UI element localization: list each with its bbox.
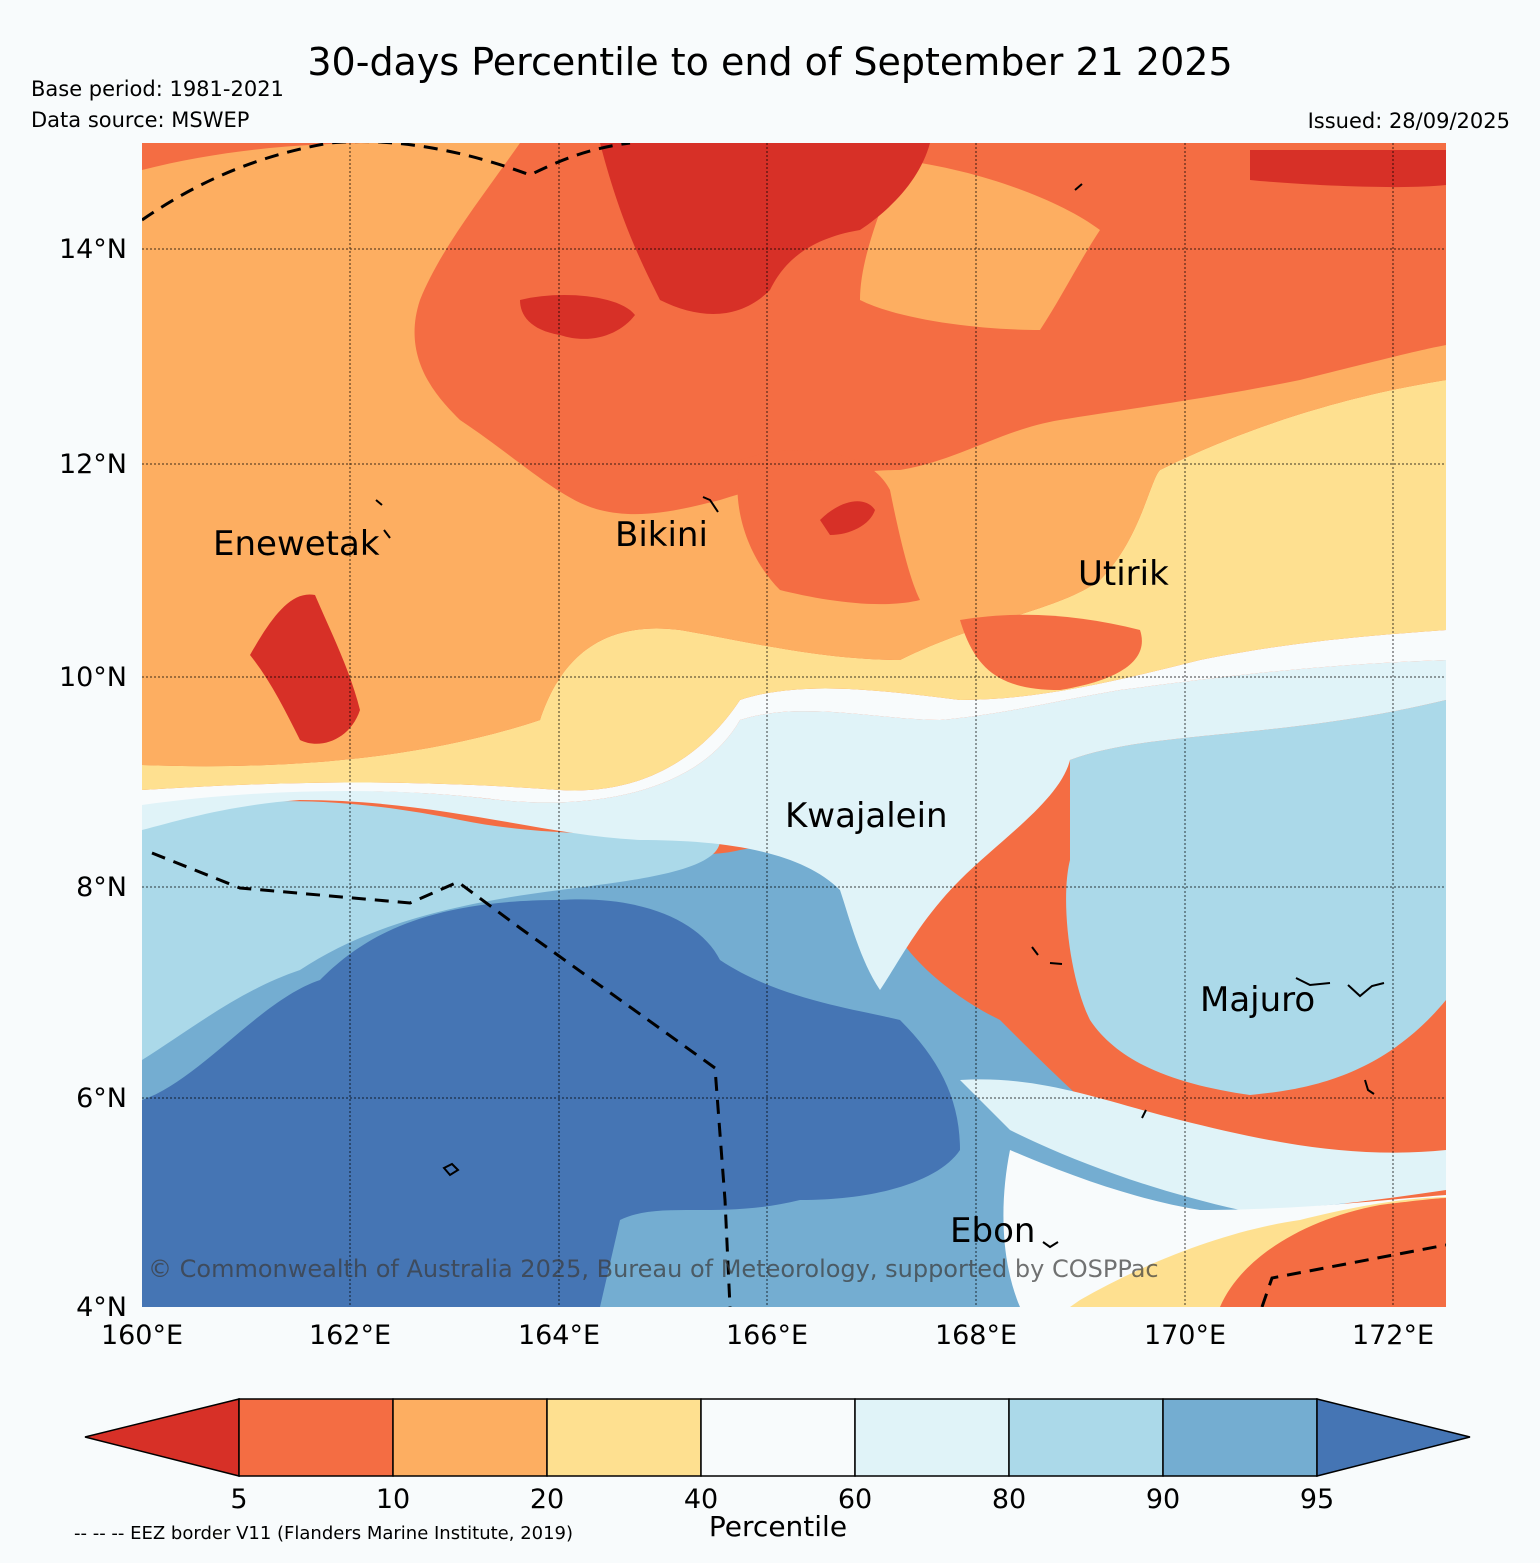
colorbar-segment xyxy=(700,1398,856,1477)
islands xyxy=(375,183,1385,1249)
band-below-5-ne xyxy=(1250,150,1446,188)
copyright-watermark: © Commonwealth of Australia 2025, Bureau… xyxy=(148,1255,1159,1283)
place-label-utirik: Utirik xyxy=(1078,554,1169,594)
colorbar-segment xyxy=(1162,1398,1318,1477)
eez-borders xyxy=(142,143,1446,1307)
lon-label: 166°E xyxy=(726,1320,808,1351)
place-label-bikini: Bikini xyxy=(615,515,708,555)
base-period: Base period: 1981-2021 xyxy=(31,77,284,101)
lat-label: 14°N xyxy=(59,234,127,265)
band-10-20 xyxy=(142,143,1446,767)
band-20-40 xyxy=(142,380,1446,791)
lon-label: 164°E xyxy=(518,1320,600,1351)
latitude-labels: 14°N 12°N 10°N 8°N 6°N 4°N xyxy=(59,234,127,1323)
place-label-ebon: Ebon xyxy=(950,1211,1035,1251)
colorbar-segment xyxy=(1008,1398,1164,1477)
band-40-60 xyxy=(142,630,1446,805)
band-80-90-west xyxy=(142,801,720,1060)
band-80-90 xyxy=(1066,700,1446,1095)
data-source: Data source: MSWEP xyxy=(31,108,250,132)
map-title: 30-days Percentile to end of September 2… xyxy=(307,40,1233,84)
longitude-labels: 160°E 162°E 164°E 166°E 168°E 170°E 172°… xyxy=(101,1320,1434,1351)
lat-label: 10°N xyxy=(59,662,127,693)
lon-label: 172°E xyxy=(1352,1320,1434,1351)
colorbar-extend-high xyxy=(1316,1398,1471,1477)
place-label-enewetak: Enewetak xyxy=(213,524,380,564)
place-labels: Enewetak Bikini Utirik Kwajalein Majuro … xyxy=(213,515,1315,1251)
band-below-5-mid xyxy=(820,501,875,535)
band-95-plus xyxy=(142,899,960,1307)
place-label-kwajalein: Kwajalein xyxy=(785,796,948,836)
eez-legend-note: -- -- -- EEZ border V11 (Flanders Marine… xyxy=(74,1523,574,1544)
lon-label: 168°E xyxy=(935,1320,1017,1351)
graticule xyxy=(142,143,1446,1307)
place-label-majuro: Majuro xyxy=(1200,980,1315,1020)
colorbar-extend-low xyxy=(84,1398,240,1477)
colorbar-segment xyxy=(392,1398,548,1477)
band-5-10-se xyxy=(1220,1198,1446,1307)
band-below-5-center xyxy=(520,295,635,339)
band-below-5-west xyxy=(250,594,360,744)
lon-label: 162°E xyxy=(309,1320,391,1351)
colorbar-title: Percentile xyxy=(708,1510,848,1543)
issued-date: Issued: 28/09/2025 xyxy=(1307,109,1510,133)
band-5-10-south xyxy=(960,614,1142,690)
colorbar-segment xyxy=(546,1398,702,1477)
percentile-field xyxy=(142,143,1446,1307)
band-60-80-south xyxy=(960,1079,1446,1210)
lat-label: 12°N xyxy=(59,449,127,480)
lat-label: 6°N xyxy=(76,1083,127,1114)
colorbar-segment xyxy=(854,1398,1010,1477)
colorbar-segment xyxy=(238,1398,394,1477)
lat-label: 4°N xyxy=(76,1292,127,1323)
band-10-20-mid xyxy=(860,160,1100,330)
lon-label: 170°E xyxy=(1144,1320,1226,1351)
lat-label: 8°N xyxy=(76,872,127,903)
lon-label: 160°E xyxy=(101,1320,183,1351)
band-60-80 xyxy=(142,660,1446,990)
map-panel: 14°N 12°N 10°N 8°N 6°N 4°N 160°E 162°E 1… xyxy=(59,143,1446,1351)
band-below-5-north xyxy=(600,143,930,314)
